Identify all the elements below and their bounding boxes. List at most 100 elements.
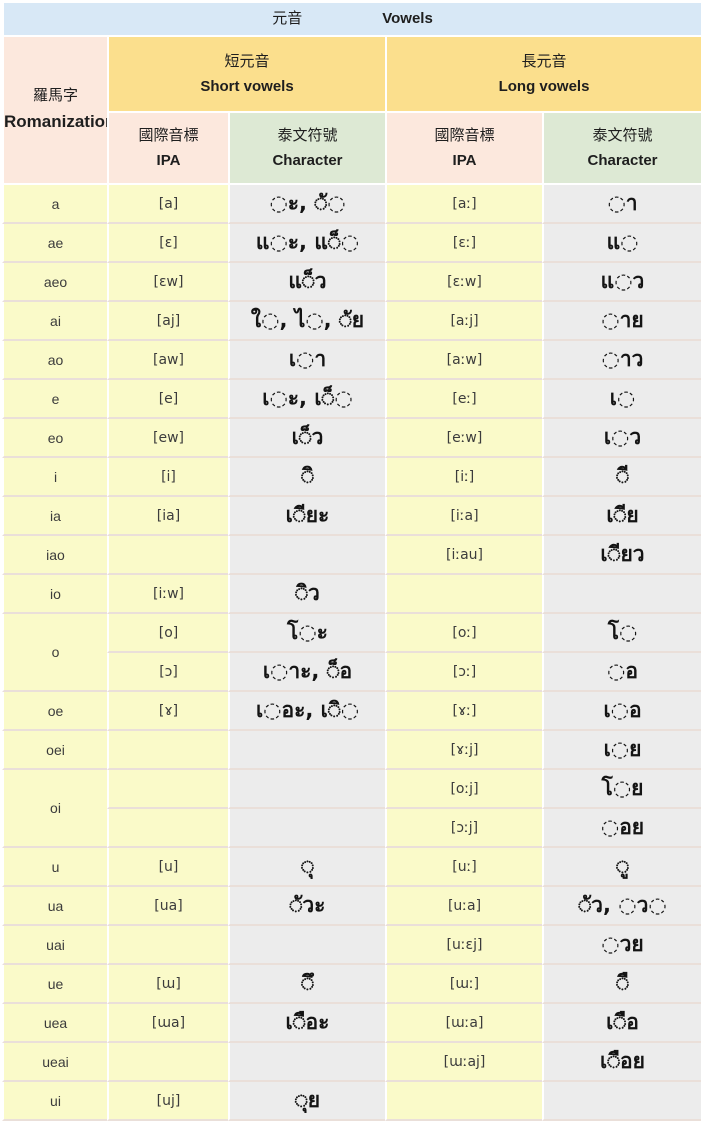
long-character-cell: ◌อย (542, 809, 702, 848)
table-row: [ɔ] เ◌าะ, ◌็อ [ɔː] ◌อ (2, 653, 702, 692)
header-short-character-zh: 泰文符號 (277, 126, 338, 144)
short-ipa-cell: [ɯ] (107, 965, 228, 1004)
long-character-cell: ◌า (542, 185, 702, 224)
romanization-cell: ui (2, 1082, 107, 1121)
short-character-cell (228, 926, 385, 965)
short-character-cell: เ◌ียะ (228, 497, 385, 536)
table-row: uai [uːɛj] ◌วย (2, 926, 702, 965)
short-character-cell: ◌ุย (228, 1082, 385, 1121)
header-long-character-en: Character (587, 152, 658, 169)
short-ipa-cell: [ew] (107, 419, 228, 458)
long-ipa-cell: [ɤːj] (385, 731, 542, 770)
short-ipa-cell: [ɔ] (107, 653, 228, 692)
long-character-cell: ◌ี (542, 458, 702, 497)
table-row: ai [aj] ใ◌, ไ◌, ◌ัย [aːj] ◌าย (2, 302, 702, 341)
short-character-cell (228, 770, 385, 809)
short-ipa-cell: [ɯa] (107, 1004, 228, 1043)
short-character-cell: เ◌า (228, 341, 385, 380)
table-header: 元音 Vowels 羅馬字 Romanization 短元音 Short vow… (2, 3, 702, 185)
header-short-ipa-zh: 國際音標 (138, 126, 199, 144)
header-long-vowels-en: Long vowels (498, 78, 590, 95)
short-character-cell: ◌ะ, ◌ั◌ (228, 185, 385, 224)
romanization-cell: a (2, 185, 107, 224)
short-ipa-cell: [ɛw] (107, 263, 228, 302)
long-ipa-cell: [ɯːa] (385, 1004, 542, 1043)
long-ipa-cell: [iːa] (385, 497, 542, 536)
romanization-cell: ae (2, 224, 107, 263)
table-row: oei [ɤːj] เ◌ย (2, 731, 702, 770)
header-long-ipa-zh: 國際音標 (434, 126, 495, 144)
romanization-cell: u (2, 848, 107, 887)
long-character-cell: เ◌ือย (542, 1043, 702, 1082)
short-character-cell: ใ◌, ไ◌, ◌ัย (228, 302, 385, 341)
romanization-cell: aeo (2, 263, 107, 302)
long-ipa-cell: [ɔːj] (385, 809, 542, 848)
long-ipa-cell (385, 1082, 542, 1121)
table-title-en: Vowels (382, 10, 433, 28)
long-character-cell: แ◌ (542, 224, 702, 263)
long-ipa-cell: [ɯːaj] (385, 1043, 542, 1082)
long-ipa-cell: [aː] (385, 185, 542, 224)
long-character-cell: เ◌ว (542, 419, 702, 458)
short-character-cell: เ◌ะ, เ◌็◌ (228, 380, 385, 419)
long-ipa-cell: [ɯː] (385, 965, 542, 1004)
header-vowels: 元音 Vowels (2, 3, 702, 37)
short-character-cell: ◌ัวะ (228, 887, 385, 926)
long-ipa-cell: [ɛː] (385, 224, 542, 263)
romanization-cell: ue (2, 965, 107, 1004)
long-character-cell: ◌าว (542, 341, 702, 380)
header-romanization-zh: 羅馬字 (32, 86, 78, 104)
short-ipa-cell: [ɤ] (107, 692, 228, 731)
header-short-ipa-en: IPA (156, 152, 181, 169)
table-row: ui [uj] ◌ุย (2, 1082, 702, 1121)
long-character-cell: เ◌ียว (542, 536, 702, 575)
long-ipa-cell: [eːw] (385, 419, 542, 458)
long-character-cell: โ◌ย (542, 770, 702, 809)
header-short-vowels: 短元音 Short vowels (107, 37, 385, 113)
header-short-vowels-zh: 短元音 (224, 52, 270, 70)
long-ipa-cell (385, 575, 542, 614)
short-ipa-cell: [uj] (107, 1082, 228, 1121)
long-ipa-cell: [oːj] (385, 770, 542, 809)
short-character-cell: แ◌ะ, แ◌็◌ (228, 224, 385, 263)
table-row: i [i] ◌ิ [iː] ◌ี (2, 458, 702, 497)
long-ipa-cell: [eː] (385, 380, 542, 419)
title-row: 元音 Vowels (2, 3, 702, 37)
short-ipa-cell: [u] (107, 848, 228, 887)
short-character-cell: โ◌ะ (228, 614, 385, 653)
table-row: a [a] ◌ะ, ◌ั◌ [aː] ◌า (2, 185, 702, 224)
short-character-cell: ◌ุ (228, 848, 385, 887)
long-ipa-cell: [uːa] (385, 887, 542, 926)
romanization-cell: e (2, 380, 107, 419)
short-character-cell: ◌ึ (228, 965, 385, 1004)
romanization-cell: io (2, 575, 107, 614)
long-character-cell: โ◌ (542, 614, 702, 653)
long-character-cell (542, 575, 702, 614)
romanization-cell: ueai (2, 1043, 107, 1082)
long-ipa-cell: [ɛːw] (385, 263, 542, 302)
header-long-vowels-zh: 長元音 (521, 52, 567, 70)
table-row: ia [ia] เ◌ียะ [iːa] เ◌ีย (2, 497, 702, 536)
short-ipa-cell: [iːw] (107, 575, 228, 614)
header-long-vowels: 長元音 Long vowels (385, 37, 702, 113)
long-character-cell: แ◌ว (542, 263, 702, 302)
short-character-cell: เ◌อะ, เ◌ิ◌ (228, 692, 385, 731)
long-character-cell: เ◌ีย (542, 497, 702, 536)
header-long-ipa: 國際音標 IPA (385, 113, 542, 185)
table-row: ueai [ɯːaj] เ◌ือย (2, 1043, 702, 1082)
table-row: ua [ua] ◌ัวะ [uːa] ◌ัว, ◌ว◌ (2, 887, 702, 926)
header-romanization-en: Romanization (4, 112, 107, 132)
long-character-cell: เ◌ือ (542, 1004, 702, 1043)
short-ipa-cell (107, 926, 228, 965)
short-character-cell (228, 809, 385, 848)
long-ipa-cell: [aːj] (385, 302, 542, 341)
long-character-cell (542, 1082, 702, 1121)
short-character-cell (228, 536, 385, 575)
long-ipa-cell: [uː] (385, 848, 542, 887)
long-ipa-cell: [iː] (385, 458, 542, 497)
short-character-cell: เ◌็ว (228, 419, 385, 458)
long-ipa-cell: [aːw] (385, 341, 542, 380)
long-ipa-cell: [ɔː] (385, 653, 542, 692)
short-character-cell: เ◌ือะ (228, 1004, 385, 1043)
short-ipa-cell: [o] (107, 614, 228, 653)
